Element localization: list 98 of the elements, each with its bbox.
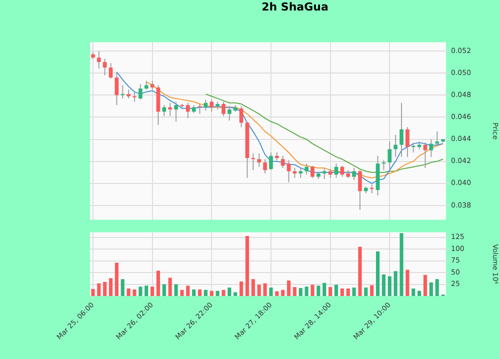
candlestick xyxy=(358,170,362,210)
bar xyxy=(228,288,232,296)
candlestick xyxy=(96,50,101,70)
bar xyxy=(144,286,148,296)
candlestick xyxy=(322,167,326,180)
bar xyxy=(358,246,362,296)
bar xyxy=(286,280,291,296)
bar xyxy=(352,288,356,296)
bar xyxy=(364,288,368,296)
candlestick xyxy=(114,71,119,106)
candlestick xyxy=(304,163,308,176)
bar xyxy=(91,288,95,296)
bar xyxy=(370,285,374,296)
bar xyxy=(388,276,392,296)
candlestick xyxy=(228,106,232,122)
bar xyxy=(251,279,255,296)
bar xyxy=(394,271,398,296)
candlestick xyxy=(370,184,374,194)
bar xyxy=(412,288,416,296)
bar xyxy=(120,279,124,296)
candlestick xyxy=(388,140,392,171)
bar xyxy=(340,288,344,296)
bar xyxy=(376,251,380,296)
bar xyxy=(138,286,142,296)
bar xyxy=(174,284,178,296)
bar xyxy=(132,289,136,296)
candlestick xyxy=(423,142,428,168)
bar xyxy=(198,289,202,296)
bar xyxy=(292,287,296,296)
candlestick xyxy=(132,91,136,102)
candlestick xyxy=(204,99,208,112)
bar xyxy=(435,279,439,296)
candlestick xyxy=(138,84,142,100)
chart-title: 2h ShaGua xyxy=(262,0,328,14)
bar xyxy=(216,290,220,296)
bar xyxy=(429,282,433,296)
candlestick xyxy=(251,153,256,171)
bar xyxy=(322,282,326,296)
candlestick xyxy=(198,103,202,114)
candlestick xyxy=(162,104,166,117)
bar xyxy=(114,262,118,296)
bar xyxy=(245,236,250,296)
bar xyxy=(418,290,422,296)
bar xyxy=(156,270,160,296)
candlestick xyxy=(257,153,262,168)
bar xyxy=(328,287,332,296)
candlestick xyxy=(340,165,344,178)
bar xyxy=(263,283,267,296)
bar xyxy=(108,278,113,296)
bar xyxy=(186,286,190,296)
bar xyxy=(334,284,338,296)
bar xyxy=(400,233,404,296)
candlestick xyxy=(269,152,273,171)
bar xyxy=(150,286,154,296)
candlestick xyxy=(222,101,226,117)
candlestick xyxy=(263,158,267,174)
candlestick xyxy=(435,131,440,144)
bar xyxy=(234,292,238,296)
candlestick xyxy=(186,102,190,119)
bar xyxy=(162,284,166,296)
bar xyxy=(310,284,314,296)
bar xyxy=(316,286,320,296)
candlestick xyxy=(310,165,314,178)
bar xyxy=(275,291,279,296)
bar xyxy=(192,289,196,296)
candlestick xyxy=(120,84,125,99)
bar xyxy=(382,274,386,296)
candlestick xyxy=(168,102,172,117)
bar xyxy=(298,288,302,296)
candlestick xyxy=(280,155,285,168)
candlestick xyxy=(210,99,214,112)
bar xyxy=(168,278,172,296)
candlestick xyxy=(286,160,291,183)
bar xyxy=(346,288,350,296)
candlestick xyxy=(411,142,416,154)
bar xyxy=(126,288,130,296)
candlestick xyxy=(429,138,434,158)
bar xyxy=(103,282,107,296)
candlestick xyxy=(406,126,410,158)
bar xyxy=(222,290,226,296)
bar xyxy=(180,290,184,296)
candlestick xyxy=(352,167,356,181)
bar xyxy=(406,270,410,296)
candlestick xyxy=(108,62,113,80)
bar xyxy=(269,288,273,296)
candlestick xyxy=(400,102,404,158)
bar xyxy=(281,290,285,296)
bar xyxy=(204,290,208,296)
bar xyxy=(257,284,261,296)
candlestick xyxy=(394,134,398,158)
candlestick xyxy=(298,167,303,178)
candlestick xyxy=(174,101,178,122)
bar xyxy=(423,274,428,296)
bar xyxy=(210,290,214,296)
candlestick xyxy=(102,58,107,76)
bar xyxy=(97,283,101,296)
bar xyxy=(304,286,308,296)
bar xyxy=(240,281,244,296)
